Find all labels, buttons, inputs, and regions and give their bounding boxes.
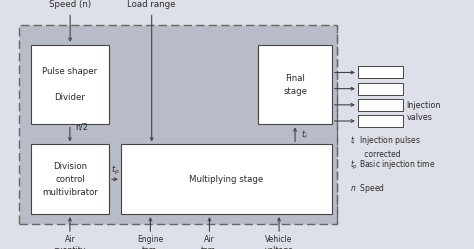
Text: $t_i$: $t_i$ [301,128,308,141]
Bar [31,144,109,214]
Text: Multiplying stage: Multiplying stage [189,175,264,184]
Text: $n$  Speed: $n$ Speed [350,182,385,195]
Text: n/2: n/2 [76,123,89,132]
Text: Engine
tem-
perature: Engine tem- perature [134,235,167,249]
Text: $t_p$: $t_p$ [110,164,119,177]
Bar [258,45,332,124]
Bar [19,25,337,224]
Text: Load range: Load range [128,0,176,9]
Text: $t_i$  Injection pulses
      corrected: $t_i$ Injection pulses corrected [350,134,420,159]
Text: Vehicle
voltage: Vehicle voltage [264,235,293,249]
Bar [31,45,109,124]
Text: Division
control
multivibrator: Division control multivibrator [42,162,98,197]
Text: $t_p$ Basic injection time: $t_p$ Basic injection time [350,159,435,173]
Text: Air
tem-
perature: Air tem- perature [193,235,226,249]
Text: Speed (n): Speed (n) [49,0,91,9]
Text: Injection
valves: Injection valves [407,101,441,122]
Text: Pulse shaper

Divider: Pulse shaper Divider [42,67,98,102]
Bar [358,66,403,78]
Bar [358,83,403,95]
Text: Air
quantity: Air quantity [54,235,86,249]
Bar [358,99,403,111]
Bar [121,144,332,214]
Text: Final
stage: Final stage [283,73,307,96]
Bar [358,115,403,127]
